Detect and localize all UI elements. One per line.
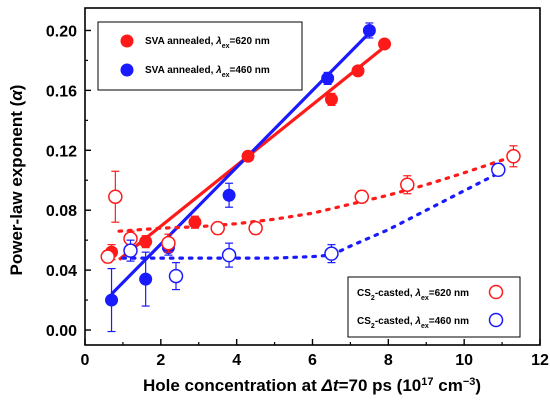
y-tick-label: 0.16 [46,83,77,100]
data-point [108,189,123,204]
legend-marker-sva-460 [120,63,134,77]
fit-line-3 [121,169,504,260]
legend-entry-sva-460: SVA annealed, λex=460 nm [145,65,270,79]
data-point [123,243,138,258]
data-point [506,149,521,164]
y-tick-label: 0.08 [46,203,77,220]
y-tick-label: 0.04 [46,263,77,280]
x-tick-label: 4 [232,352,241,369]
legend-bottom: CS2-casted, λex=620 nm CS2-casted, λex=4… [347,276,521,338]
legend-entry-cs2-460: CS2-casted, λex=460 nm [357,316,469,330]
legend-top: SVA annealed, λex=620 nm SVA annealed, λ… [97,21,303,91]
y-tick-label: 0.00 [46,323,77,340]
legend-marker-cs2-620 [488,284,504,300]
data-point [248,220,263,236]
data-point [324,246,339,261]
data-point [139,235,153,249]
data-point [100,249,115,264]
data-point [354,189,370,204]
data-point [321,71,335,85]
x-axis-label: Hole concentration at Δt=70 ps (1017 cm−… [143,376,481,395]
legend-marker-cs2-460 [488,312,504,328]
data-point [168,268,184,284]
data-point [105,293,119,307]
x-tick-label: 12 [531,352,549,369]
legend-top-box [97,21,303,91]
x-tick-label: 0 [81,352,90,369]
fit-line-2 [117,154,516,233]
data-point [491,162,506,178]
x-tick-label: 6 [308,352,317,369]
data-point [362,23,376,37]
legend-entry-cs2-620: CS2-casted, λex=620 nm [357,288,469,302]
data-point [400,177,415,192]
data-point [378,37,392,51]
x-tick-label: 8 [384,352,393,369]
legend-entry-sva-620: SVA annealed, λex=620 nm [145,36,270,50]
data-point [221,247,237,263]
x-tick-label: 10 [455,352,473,369]
axis-ticks: 0 2 4 6 8 10 12 0.00 0.04 0.08 0.12 0.16 0.20 [46,23,549,369]
data-point [161,235,176,251]
data-points [100,22,521,333]
data-point [324,92,338,106]
data-point [241,149,255,163]
y-tick-label: 0.20 [46,23,77,40]
x-tick-label: 2 [156,352,165,369]
legend-marker-sva-620 [120,34,134,48]
data-point [139,272,153,286]
data-point [210,220,225,236]
data-point [222,188,236,202]
y-axis-label: Power-law exponent (α) [7,85,26,276]
data-point [188,215,202,229]
data-point [351,64,365,78]
y-tick-label: 0.12 [46,143,77,160]
